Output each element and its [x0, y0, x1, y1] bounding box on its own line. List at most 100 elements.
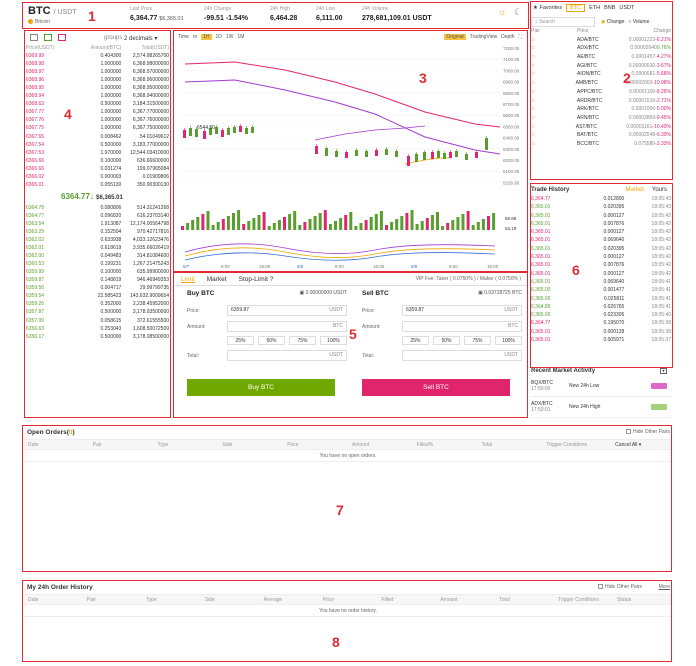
pair-row[interactable]: ☆ AMB/BTC 0.00002003 -10.98%: [531, 79, 671, 88]
star-icon[interactable]: ☆: [531, 123, 536, 130]
pair-row[interactable]: ☆ ADA/BTC 0.00001223 -6.21%: [531, 36, 671, 45]
star-icon[interactable]: ☆: [531, 45, 536, 52]
hide-other-pairs-checkbox[interactable]: Hide Other Pairs: [626, 429, 670, 435]
buy-75-button[interactable]: 75%: [289, 336, 316, 345]
view-original[interactable]: Original: [444, 34, 466, 40]
tab-btc[interactable]: BTC: [566, 4, 586, 12]
list-row[interactable]: 6359.26 0.352000 2,238.45952000: [26, 300, 169, 308]
tab-your-trades[interactable]: Yours: [651, 187, 667, 193]
pair-row[interactable]: ☆ AGI/BTC 0.00000630 -3.67%: [531, 62, 671, 71]
list-row[interactable]: 6362.02 0.633938 4,033.12623476: [26, 236, 169, 244]
list-row[interactable]: 6367.54 0.500000 3,183.77000000: [26, 141, 169, 149]
star-icon[interactable]: ☆: [531, 80, 536, 87]
list-row[interactable]: 6359.99 0.100000 635.99900000: [26, 268, 169, 276]
pair-row[interactable]: ☆ ADX/BTC 0.00002640 0.76%: [531, 44, 671, 53]
list-row[interactable]: 6366.66 0.100000 636.66600000: [26, 157, 169, 165]
hide-other-pairs-checkbox[interactable]: Hide Other Pairs: [598, 584, 642, 590]
list-row[interactable]: 6368.94 1.000000 6,368.94000000: [26, 92, 169, 100]
moon-icon[interactable]: ☾: [514, 7, 523, 17]
tab-usdt[interactable]: USDT: [619, 5, 635, 11]
pair-row[interactable]: ☆ BCC/BTC 0.075580 -3.33%: [531, 140, 671, 149]
sell-total-input[interactable]: USDT: [402, 350, 522, 361]
star-icon[interactable]: ☆: [531, 36, 536, 43]
list-row[interactable]: 6359.54 22.585423 143,632.9009654: [26, 292, 169, 300]
list-row[interactable]: 6357.00 0.058615 372.61555500: [26, 317, 169, 325]
tab-market-trades[interactable]: Market: [625, 187, 644, 193]
tab-market[interactable]: Market: [206, 276, 227, 283]
star-icon[interactable]: ☆: [531, 114, 536, 121]
help-icon[interactable]: ?: [269, 276, 274, 283]
buy-button[interactable]: Buy BTC: [187, 379, 335, 396]
star-icon[interactable]: ☆: [531, 132, 536, 139]
sell-button[interactable]: Sell BTC: [362, 379, 510, 396]
list-row[interactable]: 6364.78 0.080806 514.31241268: [26, 204, 169, 212]
star-icon[interactable]: ☆: [531, 62, 536, 69]
toggle-volume[interactable]: ○ Volume: [628, 18, 650, 25]
tab-eth[interactable]: ETH: [589, 5, 601, 11]
buy-25-button[interactable]: 25%: [227, 336, 254, 345]
tab-favorites[interactable]: ★ Favorites: [533, 5, 563, 11]
list-row[interactable]: 6368.97 1.000000 6,368.97000000: [26, 68, 169, 76]
minute-select[interactable]: m: [192, 34, 198, 40]
pair-row[interactable]: ☆ AST/BTC 0.00001161 -10.49%: [531, 123, 671, 132]
list-row[interactable]: 6360.53 0.199231 1,267.21475243: [26, 260, 169, 268]
toggle-change[interactable]: ◉ Change: [601, 18, 625, 25]
buy-100-button[interactable]: 100%: [320, 336, 347, 345]
pair-row[interactable]: ☆ ARN/BTC 0.00003869 -9.45%: [531, 114, 671, 123]
interval-1h[interactable]: 1H: [201, 34, 212, 40]
buy-amount-input[interactable]: BTC: [227, 321, 347, 332]
tab-stop-limit[interactable]: Stop-Limit ?: [238, 276, 274, 283]
pair-row[interactable]: ☆ APPC/BTC 0.00001100 -8.26%: [531, 88, 671, 97]
interval-1w[interactable]: 1W: [225, 34, 234, 40]
list-row[interactable]: 6368.95 1.000000 6,368.95000000: [26, 84, 169, 92]
list-row[interactable]: 6359.87 0.148819 946.46949353: [26, 276, 169, 284]
list-row[interactable]: 6363.54 1.913087 12,174.00564798: [26, 220, 169, 228]
pair-search-input[interactable]: ⌕ Search: [531, 16, 595, 27]
cancel-all-button[interactable]: Cancel All ▾: [615, 442, 642, 448]
list-row[interactable]: 6368.63 0.500000 3,184.31500000: [26, 100, 169, 108]
asks-view-icon[interactable]: [58, 34, 66, 41]
interval-1d[interactable]: 1D: [215, 34, 222, 40]
list-row[interactable]: 6368.98 1.000000 6,368.98000000: [26, 60, 169, 68]
pair-row[interactable]: ☆ AE/BTC 0.0001457 -4.27%: [531, 53, 671, 62]
sell-100-button[interactable]: 100%: [495, 336, 522, 345]
sell-25-button[interactable]: 25%: [402, 336, 429, 345]
view-tradingview[interactable]: TradingView: [469, 34, 498, 40]
list-row[interactable]: 6365.01 0.055130 350.90300130: [26, 181, 169, 189]
star-icon[interactable]: ☆: [531, 54, 536, 61]
activity-row[interactable]: BQX/BTC 17:50:00 New 24h Low: [531, 376, 671, 397]
candlestick-chart[interactable]: 7200.00 7100.00 7000.00 6900.00 6800.00 6700.…: [175, 42, 525, 270]
list-row[interactable]: 6362.01 0.618619 3,935.66026419: [26, 244, 169, 252]
tab-limit[interactable]: Limit: [181, 276, 195, 283]
pair-row[interactable]: ☆ AION/BTC 0.0000681 -5.68%: [531, 70, 671, 79]
star-icon[interactable]: ☆: [531, 97, 536, 104]
sell-price-input[interactable]: 6359.87 USDT: [402, 305, 522, 316]
list-row[interactable]: 6367.75 1.000000 6,367.75000000: [26, 124, 169, 132]
bids-view-icon[interactable]: [44, 34, 52, 41]
buy-50-button[interactable]: 50%: [258, 336, 285, 345]
star-icon[interactable]: ☆: [531, 106, 536, 113]
sun-icon[interactable]: ☼: [498, 7, 507, 17]
sell-75-button[interactable]: 75%: [464, 336, 491, 345]
sell-amount-input[interactable]: BTC: [402, 321, 522, 332]
both-sides-view-icon[interactable]: [30, 34, 38, 41]
list-row[interactable]: 6367.65 0.008462 54.01049612: [26, 133, 169, 141]
pair-row[interactable]: ☆ BAT/BTC 0.00002548 -6.39%: [531, 131, 671, 140]
list-row[interactable]: 6357.87 0.500000 3,178.93500000: [26, 308, 169, 316]
expand-icon[interactable]: ▾: [660, 368, 667, 374]
list-row[interactable]: 6369.99 0.404300 2,574.98265700: [26, 52, 169, 60]
list-row[interactable]: 6356.17 0.500000 3,178.08500000: [26, 333, 169, 341]
buy-price-input[interactable]: 6359.87 USDT: [227, 305, 347, 316]
view-depth[interactable]: Depth: [501, 34, 515, 40]
list-row[interactable]: 6359.55 0.004717 29.99799735: [26, 284, 169, 292]
star-icon[interactable]: ☆: [531, 140, 536, 147]
list-row[interactable]: 6363.29 0.152504 970.42717816: [26, 228, 169, 236]
list-row[interactable]: 6364.77 0.096820 616.23703140: [26, 212, 169, 220]
activity-row[interactable]: ADX/BTC 17:50:01 New 24h High: [531, 397, 671, 418]
decimals-select[interactable]: 2 decimals ▾: [124, 36, 158, 42]
sell-50-button[interactable]: 50%: [433, 336, 460, 345]
list-row[interactable]: 6367.76 1.000000 6,367.76000000: [26, 116, 169, 124]
interval-1m[interactable]: 1M: [237, 34, 245, 40]
list-row[interactable]: 6356.63 0.253043 1,608.50072509: [26, 325, 169, 333]
star-icon[interactable]: ☆: [531, 71, 536, 78]
